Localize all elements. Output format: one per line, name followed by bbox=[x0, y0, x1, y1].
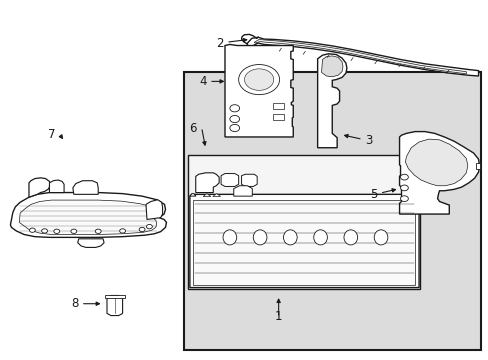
Polygon shape bbox=[189, 194, 195, 196]
Ellipse shape bbox=[223, 230, 236, 245]
Ellipse shape bbox=[343, 230, 357, 245]
Circle shape bbox=[400, 185, 407, 191]
Circle shape bbox=[139, 227, 145, 231]
Polygon shape bbox=[193, 200, 414, 285]
Ellipse shape bbox=[313, 230, 327, 245]
Polygon shape bbox=[78, 239, 104, 247]
Polygon shape bbox=[317, 54, 346, 148]
Polygon shape bbox=[475, 163, 479, 169]
Polygon shape bbox=[10, 193, 166, 237]
Bar bbox=[272, 114, 283, 120]
Polygon shape bbox=[146, 200, 162, 220]
Text: 3: 3 bbox=[365, 134, 372, 147]
Text: 8: 8 bbox=[71, 297, 79, 310]
Circle shape bbox=[29, 228, 35, 232]
Polygon shape bbox=[241, 174, 257, 186]
Circle shape bbox=[54, 229, 60, 233]
Text: 7: 7 bbox=[48, 127, 56, 141]
Polygon shape bbox=[405, 139, 467, 186]
Ellipse shape bbox=[253, 230, 266, 245]
Circle shape bbox=[71, 229, 77, 233]
Polygon shape bbox=[399, 132, 479, 214]
Circle shape bbox=[229, 105, 239, 112]
Polygon shape bbox=[73, 181, 98, 194]
Circle shape bbox=[95, 229, 101, 233]
Polygon shape bbox=[246, 37, 478, 76]
Circle shape bbox=[400, 174, 407, 180]
Circle shape bbox=[229, 125, 239, 132]
Polygon shape bbox=[224, 44, 293, 137]
Polygon shape bbox=[19, 200, 158, 234]
Circle shape bbox=[400, 196, 407, 202]
Bar bbox=[183, 72, 480, 350]
Polygon shape bbox=[233, 186, 252, 196]
Bar bbox=[105, 296, 124, 298]
Ellipse shape bbox=[373, 230, 387, 245]
Bar bbox=[188, 155, 419, 289]
Polygon shape bbox=[321, 56, 342, 77]
Circle shape bbox=[229, 116, 239, 123]
Polygon shape bbox=[195, 173, 219, 193]
Polygon shape bbox=[29, 178, 50, 197]
Circle shape bbox=[244, 69, 273, 90]
Circle shape bbox=[238, 64, 279, 95]
Ellipse shape bbox=[283, 230, 297, 245]
Polygon shape bbox=[49, 180, 64, 193]
Polygon shape bbox=[212, 194, 220, 197]
Bar bbox=[272, 103, 283, 109]
Text: 4: 4 bbox=[199, 75, 206, 88]
Polygon shape bbox=[221, 174, 238, 186]
Circle shape bbox=[120, 229, 125, 233]
Polygon shape bbox=[203, 194, 210, 197]
Polygon shape bbox=[189, 194, 418, 288]
Circle shape bbox=[146, 225, 152, 229]
Text: 5: 5 bbox=[369, 188, 377, 201]
Text: 1: 1 bbox=[274, 310, 282, 324]
Circle shape bbox=[41, 229, 47, 233]
Polygon shape bbox=[254, 40, 466, 74]
Text: 6: 6 bbox=[189, 122, 197, 135]
Text: 2: 2 bbox=[216, 37, 224, 50]
Polygon shape bbox=[107, 296, 122, 316]
